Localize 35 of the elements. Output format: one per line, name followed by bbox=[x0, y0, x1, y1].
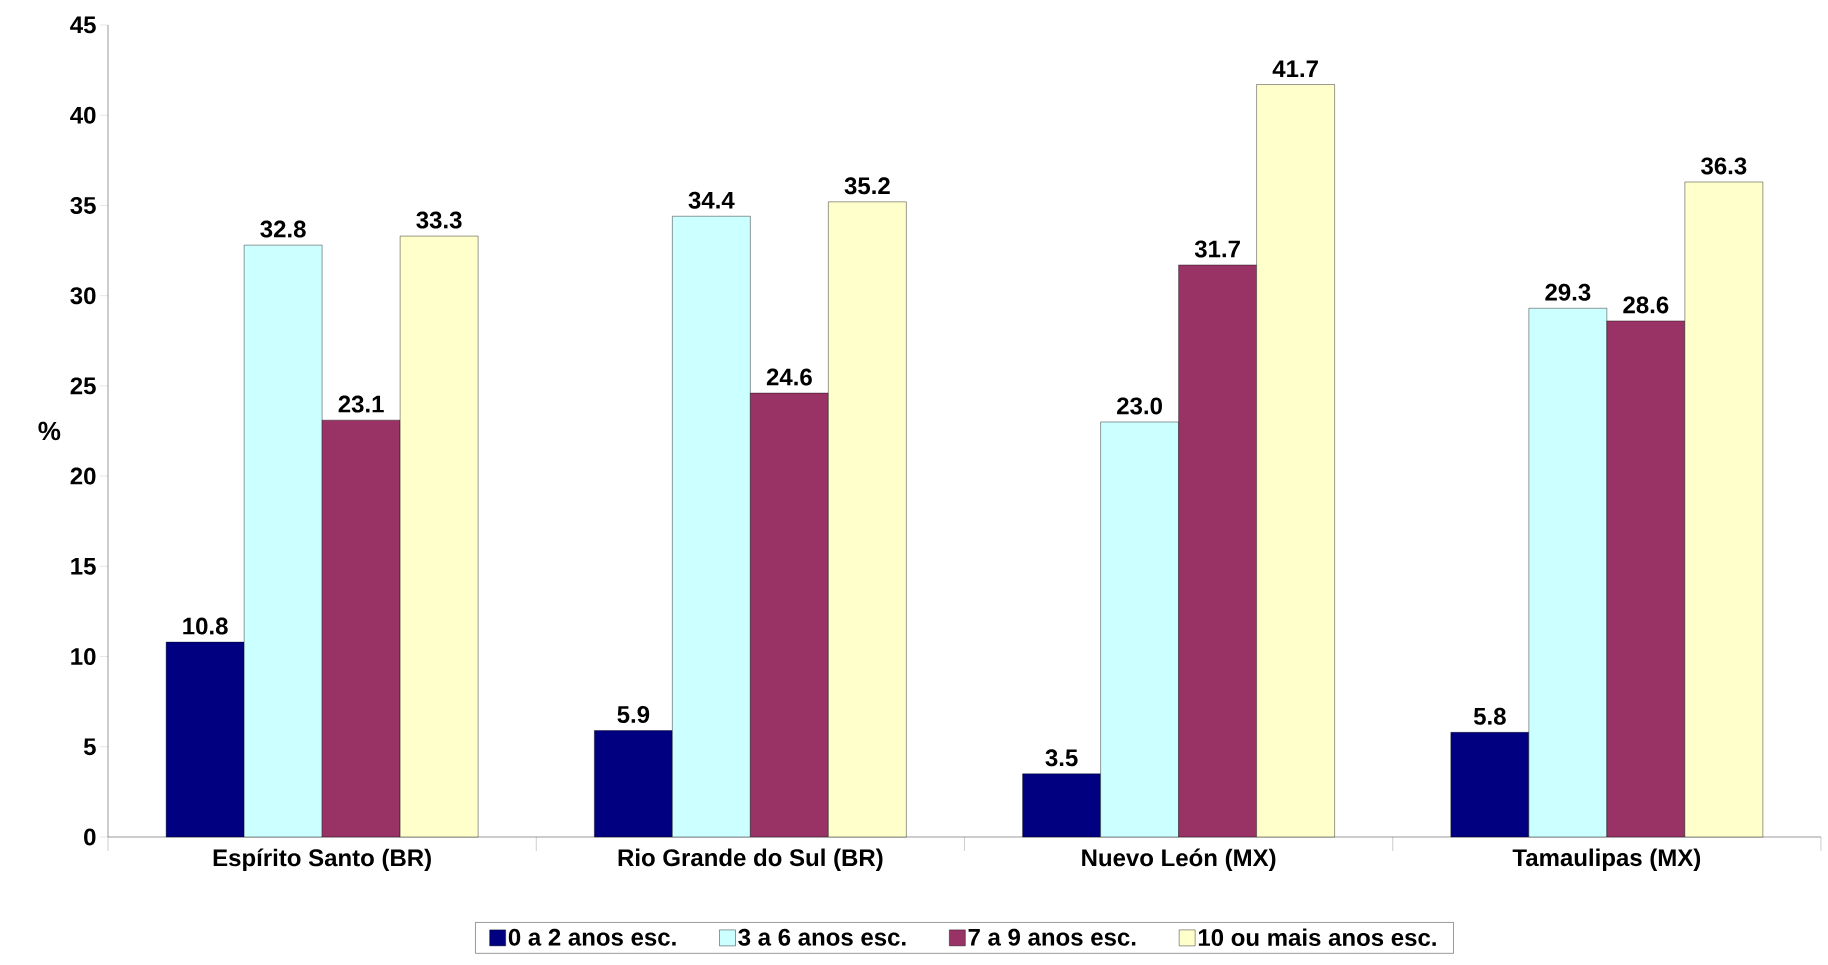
y-tick-label: 15 bbox=[71, 557, 96, 575]
data-label: 35.2 bbox=[844, 177, 890, 195]
data-label: 5.9 bbox=[617, 706, 650, 723]
y-tick-label: 10 bbox=[71, 648, 96, 666]
y-tick-label: 40 bbox=[70, 106, 96, 124]
y-tick-label: 25 bbox=[70, 377, 96, 395]
y-tick-label: 20 bbox=[70, 467, 96, 485]
data-label: 28.6 bbox=[1623, 296, 1669, 314]
data-label: 36.3 bbox=[1701, 157, 1747, 175]
legend-label: 10 ou mais anos esc. bbox=[1198, 928, 1436, 947]
legend-label: 0 a 2 anos esc. bbox=[508, 928, 676, 946]
data-label: 24.6 bbox=[766, 368, 812, 386]
x-tick-label: Nuevo León (MX) bbox=[1082, 848, 1276, 872]
data-label: 33.3 bbox=[416, 211, 462, 229]
data-label: 5.8 bbox=[1473, 707, 1506, 725]
x-tick-label: Espírito Santo (BR) bbox=[213, 848, 431, 872]
y-tick-label: 0 bbox=[84, 828, 96, 846]
legend-label: 7 a 9 anos esc. bbox=[968, 928, 1136, 946]
data-label: 23.0 bbox=[1117, 397, 1162, 415]
legend-label: 3 a 6 anos esc. bbox=[738, 928, 906, 946]
x-tick-label: Tamaulipas (MX) bbox=[1512, 848, 1701, 871]
data-label: 29.3 bbox=[1545, 283, 1591, 301]
data-label: 41.7 bbox=[1272, 60, 1318, 77]
data-label: 34.4 bbox=[688, 191, 735, 209]
y-tick-label: 30 bbox=[70, 287, 96, 305]
data-label: 32.8 bbox=[260, 220, 306, 238]
y-axis-title: % bbox=[38, 421, 61, 441]
y-tick-label: 5 bbox=[83, 738, 96, 756]
x-tick-label: Rio Grande do Sul (BR) bbox=[618, 848, 883, 871]
data-label: 23.1 bbox=[338, 395, 384, 413]
data-label: 31.7 bbox=[1194, 240, 1240, 258]
y-tick-label: 35 bbox=[70, 196, 96, 214]
data-label: 3.5 bbox=[1045, 749, 1078, 767]
y-tick-label: 45 bbox=[70, 16, 96, 34]
data-label: 10.8 bbox=[183, 617, 228, 635]
